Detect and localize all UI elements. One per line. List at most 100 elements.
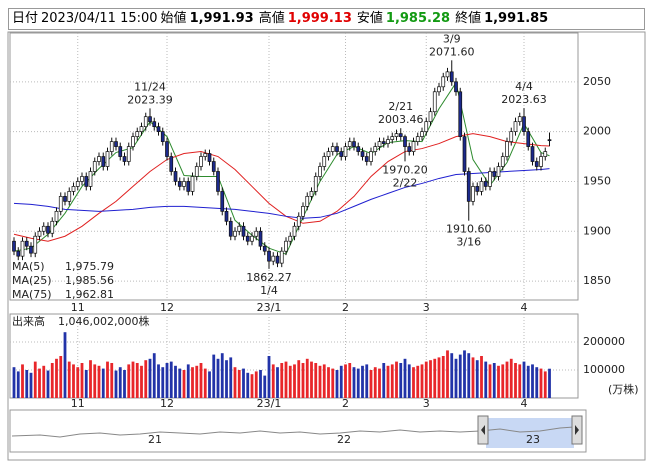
volume-bar bbox=[25, 370, 29, 398]
volume-bar bbox=[246, 372, 250, 398]
volume-bar bbox=[276, 367, 279, 398]
volume-bar bbox=[492, 363, 496, 398]
annotation-value: 2003.46 bbox=[378, 113, 424, 126]
volume-bar bbox=[174, 365, 177, 398]
volume-bar bbox=[331, 368, 335, 398]
candle-body bbox=[339, 151, 344, 157]
candle-body bbox=[182, 181, 186, 187]
volume-bar bbox=[195, 365, 199, 398]
volume-bar bbox=[220, 353, 224, 398]
x-tick-label: 12 bbox=[160, 301, 174, 314]
candle-body bbox=[296, 215, 301, 227]
volume-bar bbox=[229, 357, 233, 398]
candle-body bbox=[543, 151, 548, 157]
volume-total: 1,046,002,000株 bbox=[58, 314, 149, 328]
candle-body bbox=[16, 250, 21, 257]
candle-body bbox=[458, 91, 463, 137]
candle-body bbox=[488, 171, 492, 187]
volume-bar bbox=[72, 364, 75, 398]
annotation-date: 3/9 bbox=[443, 32, 461, 45]
volume-bar bbox=[225, 360, 228, 398]
candle-body bbox=[534, 161, 539, 167]
candle-body bbox=[288, 235, 293, 242]
volume-bar bbox=[293, 364, 296, 398]
candle-body bbox=[169, 156, 174, 172]
candle-body bbox=[449, 71, 454, 83]
volume-bar bbox=[131, 361, 135, 398]
annotation-value: 1970.20 bbox=[382, 163, 428, 176]
annotation-date: 1/4 bbox=[260, 284, 278, 297]
candle-body bbox=[135, 131, 140, 137]
candle-body bbox=[471, 186, 475, 202]
candle-body bbox=[424, 121, 429, 132]
candle-body bbox=[24, 240, 29, 247]
candle-body bbox=[143, 116, 148, 127]
candle-body bbox=[279, 250, 284, 264]
volume-bar bbox=[433, 358, 437, 398]
volume-bar bbox=[284, 361, 288, 398]
candle-body bbox=[369, 151, 373, 162]
candle-body bbox=[530, 146, 535, 162]
volume-bar bbox=[480, 356, 483, 398]
candle-body bbox=[318, 166, 322, 177]
frame bbox=[7, 31, 646, 461]
volume-bar bbox=[373, 367, 377, 398]
volume-bar bbox=[352, 367, 356, 398]
volume-bar bbox=[416, 365, 420, 398]
candle-body bbox=[33, 235, 38, 254]
volume-bar bbox=[463, 350, 466, 398]
volume-bar bbox=[199, 363, 203, 398]
x-tick-label: 2 bbox=[342, 301, 349, 314]
x-tick-label: 4 bbox=[521, 301, 528, 314]
volume-bar bbox=[101, 368, 105, 398]
volume-bar bbox=[514, 363, 517, 398]
header-value: 1,991.85 bbox=[484, 11, 549, 26]
volume-bar bbox=[518, 364, 522, 398]
x-tick-label: 23/1 bbox=[257, 301, 282, 314]
annotation-date: 2/21 bbox=[388, 100, 413, 113]
navigator-window[interactable] bbox=[486, 418, 574, 448]
candle-body bbox=[522, 116, 526, 132]
candle-body bbox=[50, 220, 55, 234]
candle-body bbox=[407, 146, 412, 152]
volume-bar bbox=[539, 368, 543, 398]
annotation-value: 1862.27 bbox=[246, 271, 292, 284]
candle-body bbox=[224, 210, 229, 222]
volume-bar bbox=[395, 361, 398, 398]
candle-body bbox=[513, 121, 518, 132]
candle-body bbox=[330, 146, 335, 152]
candle-body bbox=[250, 235, 254, 242]
volume-bar bbox=[322, 364, 326, 398]
candle-body bbox=[122, 156, 127, 162]
volume-bar bbox=[46, 370, 50, 398]
candle-body bbox=[505, 141, 509, 157]
volume-bar bbox=[42, 365, 46, 398]
x-tick-label: 23/1 bbox=[257, 397, 282, 410]
volume-bar bbox=[97, 365, 101, 398]
y-tick-label: 1900 bbox=[583, 224, 611, 237]
candle-body bbox=[475, 186, 480, 192]
candle-body bbox=[97, 156, 101, 162]
header-label: 始値 bbox=[160, 11, 187, 26]
volume-bar bbox=[110, 363, 114, 398]
header-value: 2023/04/11 15:00 bbox=[41, 11, 158, 26]
volume-bar bbox=[67, 361, 71, 398]
volume-bar bbox=[344, 364, 347, 398]
legend-name: MA(75) bbox=[12, 288, 52, 301]
header-value: 1,985.28 bbox=[385, 11, 451, 26]
volume-bar bbox=[29, 372, 33, 398]
candle-body bbox=[71, 186, 76, 192]
candle-body bbox=[496, 166, 501, 177]
annotation-date: 3/16 bbox=[456, 236, 481, 249]
x-tick-label: 12 bbox=[160, 397, 174, 410]
candle-body bbox=[75, 181, 80, 187]
volume-bar bbox=[135, 363, 139, 398]
volume-bar bbox=[420, 364, 424, 398]
volume-bar bbox=[437, 357, 441, 398]
volume-bar bbox=[152, 353, 156, 398]
volume-bar bbox=[237, 370, 241, 398]
candle-body bbox=[186, 181, 191, 192]
candle-body bbox=[267, 250, 271, 262]
